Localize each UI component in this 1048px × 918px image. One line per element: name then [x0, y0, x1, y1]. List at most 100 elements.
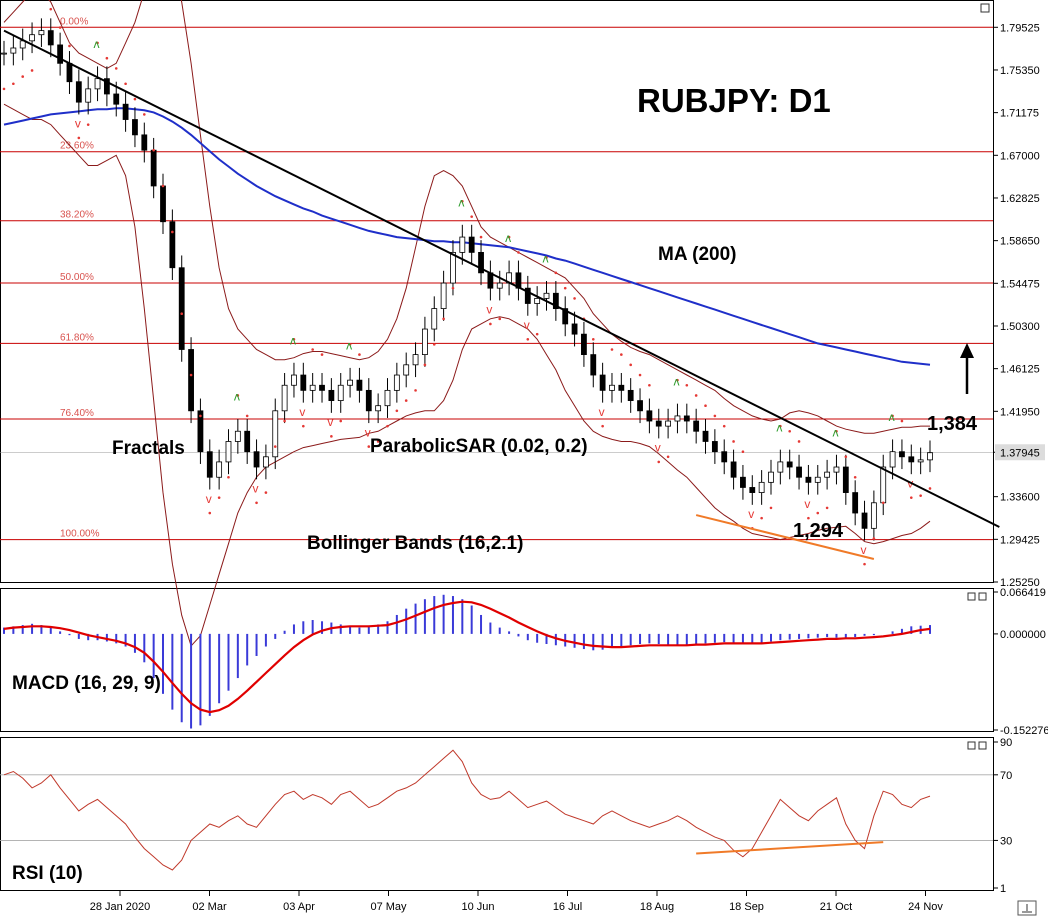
- candle-body: [272, 410, 279, 458]
- candle-body: [711, 441, 718, 453]
- candle-body: [861, 512, 868, 529]
- main-panel-close-icon[interactable]: [980, 3, 990, 13]
- candle-body: [749, 487, 756, 493]
- fractal-down-mark: v: [75, 117, 81, 131]
- x-tick-label: 21 Oct: [820, 901, 852, 913]
- sar-dot: [339, 419, 343, 423]
- sar-dot: [189, 373, 193, 377]
- candle-body: [665, 420, 672, 427]
- sar-dot: [620, 353, 623, 356]
- fractal-down-mark: v: [748, 507, 754, 521]
- candle-body: [590, 354, 597, 376]
- bollinger-lower-line: [3, 103, 931, 647]
- sar-dot: [77, 136, 81, 140]
- candle-body: [581, 333, 587, 355]
- fractal-up-mark: ʌ: [889, 410, 895, 424]
- sar-dot: [133, 97, 137, 101]
- sar-dot: [311, 348, 314, 351]
- sar-dot: [704, 404, 707, 408]
- y-tick-label: 1.54475: [1000, 278, 1040, 290]
- bollinger-label: Bollinger Bands (16,2.1): [307, 533, 523, 554]
- candle-body: [468, 236, 475, 253]
- candle-body: [842, 466, 849, 493]
- up-arrow-icon: [960, 343, 974, 394]
- macd-panel-buttons[interactable]: [967, 592, 987, 601]
- sar-dot: [171, 230, 174, 234]
- sar-dot: [928, 487, 932, 490]
- sar-dot: [657, 460, 661, 464]
- macd-y-tick-label: 0.066419: [1000, 587, 1046, 599]
- candle-body: [674, 415, 681, 422]
- fractal-down-mark: v: [655, 441, 661, 455]
- sar-dot: [12, 82, 15, 86]
- candle-body: [206, 451, 213, 478]
- fib-level-label: 38.20%: [60, 210, 94, 221]
- sar-dot: [2, 87, 6, 91]
- candle-body: [160, 185, 166, 223]
- sar-dot: [273, 445, 277, 448]
- fractal-up-mark: ʌ: [234, 390, 240, 404]
- sar-dot: [68, 44, 71, 48]
- rsi-label: RSI (10): [12, 863, 83, 884]
- macd-signal-line: [3, 600, 931, 714]
- fractal-up-mark: ʌ: [543, 252, 549, 266]
- fib-level-label: 61.80%: [60, 332, 94, 343]
- fractal-down-mark: v: [299, 405, 305, 419]
- sar-dot: [722, 424, 726, 428]
- rsi-panel-frame: [0, 737, 994, 891]
- sar-dot: [442, 317, 445, 321]
- candle-body: [609, 384, 615, 391]
- candle-body: [740, 476, 746, 488]
- rsi-support-line: [696, 841, 884, 855]
- y-tick-label: 1.33600: [1000, 492, 1040, 504]
- sar-dot: [517, 251, 520, 254]
- candle-body: [552, 292, 559, 310]
- sar-dot: [769, 506, 773, 510]
- candle-body: [777, 461, 784, 473]
- sar-dot: [844, 455, 848, 459]
- sar-dot: [49, 7, 53, 11]
- rsi-panel-buttons[interactable]: [967, 741, 987, 750]
- sar-dot: [236, 394, 240, 397]
- candle-body: [899, 451, 905, 458]
- sar-dot: [395, 409, 399, 413]
- sar-dot: [124, 82, 127, 86]
- current-price-label: 1.37945: [1000, 447, 1040, 459]
- fib-level-label: 23.60%: [60, 141, 94, 152]
- candle-body: [908, 456, 915, 463]
- scroll-end-icon[interactable]: [1017, 900, 1037, 916]
- candle-body: [38, 30, 45, 36]
- candle-body: [150, 149, 157, 187]
- candle-body: [47, 30, 54, 46]
- sar-dot: [386, 424, 389, 428]
- sar-dot: [797, 440, 801, 443]
- macd-label: MACD (16, 29, 9): [12, 673, 161, 694]
- sar-dot: [461, 199, 464, 203]
- sar-dot: [283, 419, 286, 423]
- sar-dot: [872, 537, 876, 540]
- candle-body: [721, 451, 728, 463]
- fractal-up-mark: ʌ: [776, 420, 782, 434]
- candle-body: [599, 374, 606, 391]
- candle-body: [450, 251, 456, 284]
- fractal-down-mark: v: [486, 303, 492, 317]
- downtrend-line: [3, 29, 1000, 528]
- fractal-up-mark: ʌ: [832, 425, 838, 439]
- fractal-up-mark: ʌ: [37, 0, 43, 3]
- sar-dot: [545, 256, 548, 259]
- rsi-y-tick-label: 1: [1000, 883, 1006, 895]
- fractal-down-mark: v: [206, 492, 212, 506]
- candle-body: [253, 451, 260, 468]
- candle-body: [234, 430, 241, 442]
- candle-body: [178, 267, 185, 350]
- fractal-up-mark: ʌ: [673, 374, 679, 388]
- main-chart-layer: 0.00% 23.60% 38.20% 50.00% 61.80% 76.40% 100.0…: [0, 0, 1000, 647]
- sar-dot: [58, 26, 62, 29]
- macd-layer: [3, 594, 931, 729]
- candle-body: [496, 282, 503, 289]
- candle-body: [618, 384, 625, 391]
- fib-level-label: 76.40%: [60, 408, 94, 419]
- y-tick-label: 1.71175: [1000, 108, 1039, 120]
- candle-body: [786, 461, 793, 468]
